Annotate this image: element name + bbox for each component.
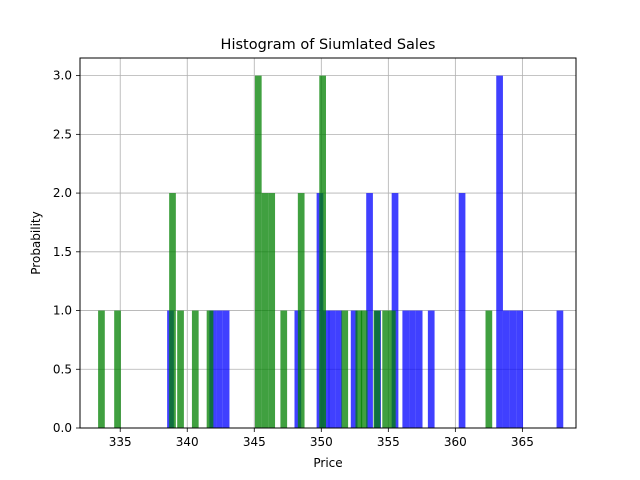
blue-histogram-bar [328,310,336,428]
y-axis-ticks: 0.0 0.5 1.0 1.5 2.0 2.5 3.0 [53,69,80,435]
x-axis-title: Price [313,456,342,470]
y-tick-label: 0.5 [53,362,72,376]
x-tick-label: 340 [176,435,199,449]
green-histogram-bar [373,310,381,428]
x-axis-ticks: 335 340 345 350 355 360 365 [109,428,534,449]
green-histogram-bar [280,310,288,428]
y-tick-label: 2.5 [53,127,72,141]
y-tick-label: 0.0 [53,421,72,435]
green-histogram-bar [485,310,493,428]
green-histogram-bar [261,193,269,428]
y-axis-title: Probability [29,211,43,274]
y-tick-label: 1.5 [53,245,72,259]
x-tick-label: 360 [444,435,467,449]
blue-histogram-bar [458,193,466,428]
blue-histogram-bar [496,75,503,428]
green-histogram-bar [319,75,326,428]
blue-histogram-bar [216,310,223,428]
blue-histogram-bar [502,310,510,428]
x-tick-label: 335 [109,435,132,449]
histogram-bars [98,75,564,428]
green-histogram-bar [254,75,262,428]
green-histogram-bar [341,310,349,428]
green-histogram-bar [382,310,389,428]
chart-title: Histogram of Siumlated Sales [221,37,436,53]
green-histogram-bar [169,193,176,428]
green-histogram-bar [98,310,105,428]
x-tick-label: 355 [377,435,400,449]
blue-histogram-bar [335,310,343,428]
x-tick-label: 345 [243,435,266,449]
green-histogram-bar [297,193,305,428]
blue-histogram-bar [427,310,435,428]
blue-histogram-bar [556,310,564,428]
green-histogram-bar [114,310,121,428]
green-histogram-bar [177,310,184,428]
green-histogram-bar [206,310,214,428]
x-tick-label: 365 [511,435,534,449]
x-tick-label: 350 [310,435,333,449]
blue-histogram-bar [409,310,416,428]
green-histogram-bar [360,310,368,428]
plot-frame [79,57,577,429]
blue-histogram-bar [222,310,230,428]
green-histogram-bar [355,310,363,428]
blue-histogram-bar [350,310,358,428]
blue-histogram-bar [509,310,517,428]
blue-histogram-bar [366,193,373,428]
y-tick-label: 3.0 [53,69,72,83]
blue-histogram-bar [402,310,410,428]
green-histogram-bar [388,310,396,428]
y-tick-label: 2.0 [53,186,72,200]
blue-histogram-bar [516,310,524,428]
y-tick-label: 1.0 [53,304,72,318]
green-histogram-bar [191,310,199,428]
blue-histogram-bar [415,310,423,428]
green-histogram-bar [268,193,276,428]
